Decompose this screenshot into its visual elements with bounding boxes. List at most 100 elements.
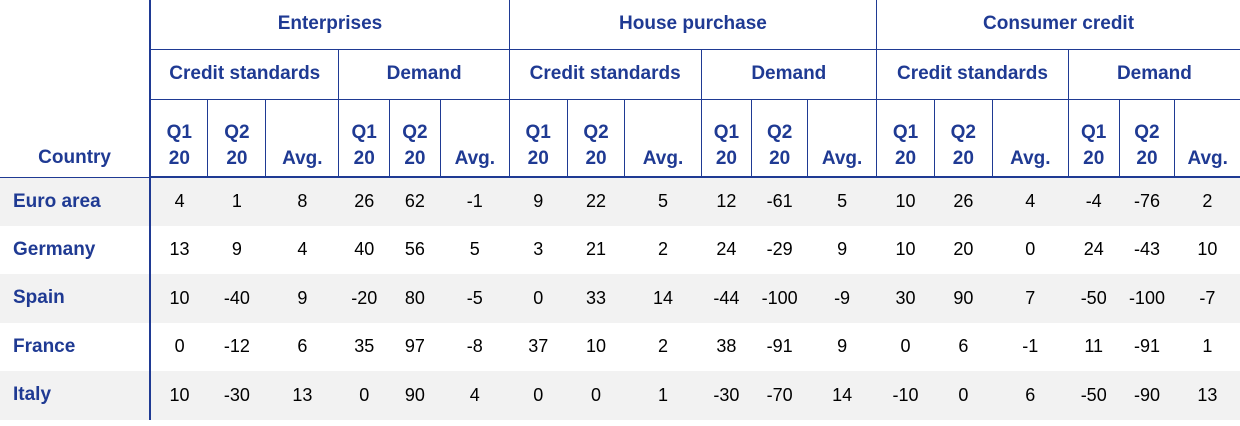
value-cell: 80 [389,274,441,323]
group-header-house-purchase: House purchase [508,0,877,50]
value-cell: 13 [1174,371,1240,420]
value-cell: -20 [338,274,390,323]
period-header-q1: Q1 20 [149,99,208,178]
value-cell: 4 [297,239,308,260]
country-column-header: Country [0,0,151,178]
period-header-avg: Avg. [991,99,1069,178]
period-header-q2: Q2 20 [933,99,993,178]
value-cell: 13 [149,225,208,274]
subgroup-header-credit-standards: Credit standards [508,49,702,100]
value-cell: 0 [900,336,911,357]
value-cell: 6 [992,371,1069,420]
value-cell: -1 [440,177,510,226]
value-cell: 30 [876,274,935,323]
value-cell: -40 [207,274,266,323]
value-cell: 97 [404,336,425,357]
period-header-avg: Avg. [265,99,339,178]
period-header-q2: Q2 20 [751,99,808,178]
value-cell: 24 [716,239,737,260]
country-cell: Euro area [0,177,151,226]
value-cell: 14 [807,371,877,420]
value-cell: -61 [751,177,808,226]
value-cell: 3 [533,239,544,260]
value-cell: 1 [624,371,702,420]
table-row: France 0 -12 6 35 97 -8 37 10 2 38 -91 9… [0,322,1240,371]
value-cell: 35 [354,336,375,357]
value-cell: 21 [586,239,607,260]
subgroup-header-credit-standards: Credit standards [149,49,339,100]
period-header-q1: Q1 20 [700,99,752,178]
value-cell: 4 [992,177,1069,226]
table-row: Spain 10 -40 9 -20 80 -5 0 33 14 -44 -10… [0,274,1240,323]
value-cell: 0 [509,274,568,323]
subgroup-header-demand: Demand [700,49,877,100]
value-cell: -9 [807,274,877,323]
value-cell: -44 [701,274,752,323]
value-cell: -91 [1133,336,1160,357]
value-cell: -100 [1119,274,1175,323]
table-row: Germany 13 9 4 40 56 5 3 21 2 24 -29 9 1… [0,225,1240,274]
value-cell: 9 [231,239,242,260]
period-header-avg: Avg. [439,99,510,178]
value-cell: 38 [716,336,737,357]
value-cell: 2 [1174,177,1240,226]
period-header-q2: Q2 20 [566,99,625,178]
value-cell: 0 [338,371,390,420]
value-cell: -12 [223,336,250,357]
value-cell: -50 [1068,371,1120,420]
value-cell: 2 [657,336,668,357]
value-cell: 90 [934,274,993,323]
group-header-consumer-credit: Consumer credit [876,0,1240,50]
country-cell: Germany [13,238,96,260]
value-cell: -7 [1174,274,1240,323]
table-row: Italy 10 -30 13 0 90 4 0 0 1 -30 -70 14 … [0,371,1240,420]
value-cell: -100 [751,274,808,323]
value-cell: 10 [586,336,607,357]
value-cell: 9 [265,274,339,323]
value-cell: -29 [766,239,793,260]
value-cell: -90 [1119,371,1175,420]
value-cell: 6 [958,336,969,357]
value-cell: -50 [1068,274,1120,323]
value-cell: -70 [751,371,808,420]
value-cell: 7 [992,274,1069,323]
subgroup-header-credit-standards: Credit standards [876,49,1069,100]
period-header-q2: Q2 20 [389,99,441,178]
value-cell: 9 [509,177,568,226]
value-cell: 20 [953,239,974,260]
period-header-q1: Q1 20 [1067,99,1120,178]
value-cell: 10 [1197,239,1218,260]
country-cell: France [13,335,76,357]
value-cell: -10 [876,371,935,420]
period-header-avg: Avg. [1174,99,1240,178]
value-cell: 0 [149,322,208,371]
value-cell: 11 [1084,336,1104,357]
period-header-row: Q1 20 Q2 20 Avg. Q1 20 Q2 20 Avg. Q1 20 Q2 20 … [0,99,1240,178]
value-cell: -91 [766,336,793,357]
value-cell: -30 [701,371,752,420]
period-header-avg: Avg. [624,99,702,178]
period-header-avg: Avg. [807,99,877,178]
value-cell: 56 [404,239,425,260]
value-cell: 10 [876,177,935,226]
value-cell: 2 [657,239,668,260]
value-cell: 4 [440,371,510,420]
value-cell: -8 [466,336,483,357]
value-cell: 5 [624,177,702,226]
value-cell: -43 [1133,239,1160,260]
value-cell: -1 [1022,336,1039,357]
value-cell: 1 [1202,336,1213,357]
value-cell: 10 [149,371,208,420]
value-cell: 5 [807,177,877,226]
subgroup-header-demand: Demand [1067,49,1240,100]
value-cell: 37 [528,336,549,357]
value-cell: 33 [567,274,625,323]
value-cell: 26 [934,177,993,226]
value-cell: 13 [265,371,339,420]
value-cell: 6 [297,336,308,357]
value-cell: 0 [1025,239,1036,260]
subgroup-header-row: Credit standards Demand Credit standards… [0,49,1240,100]
value-cell: 26 [338,177,390,226]
value-cell: 24 [1083,239,1104,260]
value-cell: 0 [567,371,625,420]
